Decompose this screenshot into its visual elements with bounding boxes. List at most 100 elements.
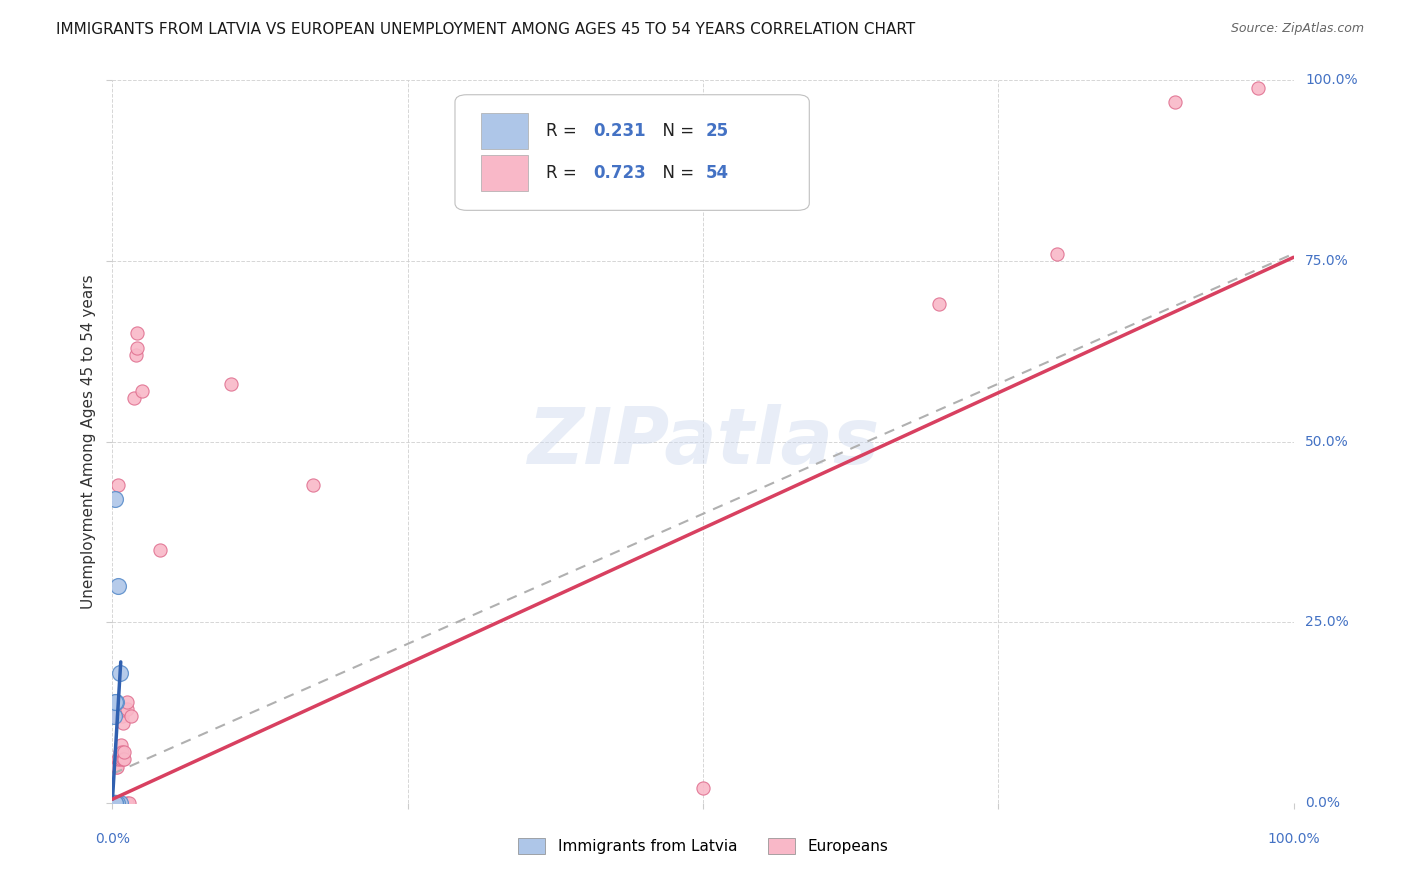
- Point: [112, 752, 135, 766]
- Text: 25: 25: [706, 122, 728, 140]
- Point: [107, 796, 129, 810]
- Point: [107, 478, 129, 492]
- Text: 100.0%: 100.0%: [1267, 831, 1320, 846]
- Point: [104, 796, 127, 810]
- Point: [104, 796, 127, 810]
- Point: [111, 709, 134, 723]
- Point: [105, 796, 128, 810]
- Point: [105, 796, 128, 810]
- Point: [149, 542, 172, 557]
- Point: [112, 716, 135, 731]
- FancyBboxPatch shape: [481, 154, 529, 191]
- Point: [104, 492, 127, 507]
- Point: [120, 709, 142, 723]
- Point: [103, 796, 125, 810]
- Point: [103, 796, 125, 810]
- Point: [110, 752, 132, 766]
- Point: [125, 348, 148, 362]
- Point: [104, 796, 127, 810]
- Point: [108, 665, 131, 680]
- Point: [105, 796, 128, 810]
- Point: [127, 341, 149, 355]
- FancyBboxPatch shape: [456, 95, 810, 211]
- Point: [103, 796, 125, 810]
- Text: ZIPatlas: ZIPatlas: [527, 403, 879, 480]
- Point: [104, 796, 127, 810]
- Point: [103, 709, 125, 723]
- Point: [105, 796, 128, 810]
- Point: [115, 796, 138, 810]
- Point: [107, 796, 129, 810]
- Text: 0.0%: 0.0%: [1305, 796, 1340, 810]
- Point: [112, 752, 135, 766]
- Point: [107, 796, 129, 810]
- Point: [105, 796, 128, 810]
- Point: [219, 376, 242, 391]
- Point: [110, 738, 132, 752]
- Point: [105, 760, 128, 774]
- Text: N =: N =: [652, 122, 700, 140]
- Point: [108, 796, 131, 810]
- Point: [105, 760, 128, 774]
- Point: [112, 702, 135, 716]
- Point: [103, 796, 125, 810]
- Point: [104, 796, 127, 810]
- Text: R =: R =: [546, 122, 582, 140]
- Point: [103, 796, 125, 810]
- Point: [103, 796, 125, 810]
- Point: [1046, 246, 1069, 260]
- Text: 100.0%: 100.0%: [1305, 73, 1358, 87]
- Point: [108, 745, 131, 759]
- Point: [105, 796, 128, 810]
- Text: 54: 54: [706, 163, 728, 182]
- FancyBboxPatch shape: [481, 112, 529, 149]
- Point: [103, 796, 125, 810]
- Point: [105, 709, 128, 723]
- Point: [1247, 80, 1270, 95]
- Point: [104, 695, 127, 709]
- Point: [103, 796, 125, 810]
- Y-axis label: Unemployment Among Ages 45 to 54 years: Unemployment Among Ages 45 to 54 years: [80, 274, 96, 609]
- Point: [103, 796, 125, 810]
- Text: N =: N =: [652, 163, 700, 182]
- Legend: Immigrants from Latvia, Europeans: Immigrants from Latvia, Europeans: [512, 832, 894, 860]
- Text: 0.231: 0.231: [593, 122, 645, 140]
- Text: Source: ZipAtlas.com: Source: ZipAtlas.com: [1230, 22, 1364, 36]
- Point: [115, 695, 138, 709]
- Point: [104, 796, 127, 810]
- Point: [104, 796, 127, 810]
- Point: [112, 745, 135, 759]
- Text: 25.0%: 25.0%: [1305, 615, 1350, 629]
- Point: [928, 297, 950, 311]
- Point: [105, 796, 128, 810]
- Text: 75.0%: 75.0%: [1305, 254, 1350, 268]
- Text: 0.0%: 0.0%: [96, 831, 129, 846]
- Point: [105, 796, 128, 810]
- Point: [104, 796, 127, 810]
- Text: 0.723: 0.723: [593, 163, 645, 182]
- Point: [105, 796, 128, 810]
- Point: [105, 796, 128, 810]
- Point: [302, 478, 325, 492]
- Point: [108, 796, 131, 810]
- Point: [105, 695, 128, 709]
- Point: [103, 796, 125, 810]
- Point: [104, 796, 127, 810]
- Point: [692, 781, 714, 796]
- Point: [115, 702, 138, 716]
- Text: R =: R =: [546, 163, 582, 182]
- Point: [107, 752, 129, 766]
- Point: [131, 384, 153, 398]
- Text: IMMIGRANTS FROM LATVIA VS EUROPEAN UNEMPLOYMENT AMONG AGES 45 TO 54 YEARS CORREL: IMMIGRANTS FROM LATVIA VS EUROPEAN UNEMP…: [56, 22, 915, 37]
- Point: [118, 796, 141, 810]
- Point: [111, 745, 134, 759]
- Point: [1164, 95, 1187, 109]
- Point: [103, 796, 125, 810]
- Point: [105, 796, 128, 810]
- Text: 50.0%: 50.0%: [1305, 434, 1350, 449]
- Point: [104, 796, 127, 810]
- Point: [122, 391, 145, 405]
- Point: [107, 579, 129, 593]
- Point: [101, 796, 124, 810]
- Point: [110, 796, 132, 810]
